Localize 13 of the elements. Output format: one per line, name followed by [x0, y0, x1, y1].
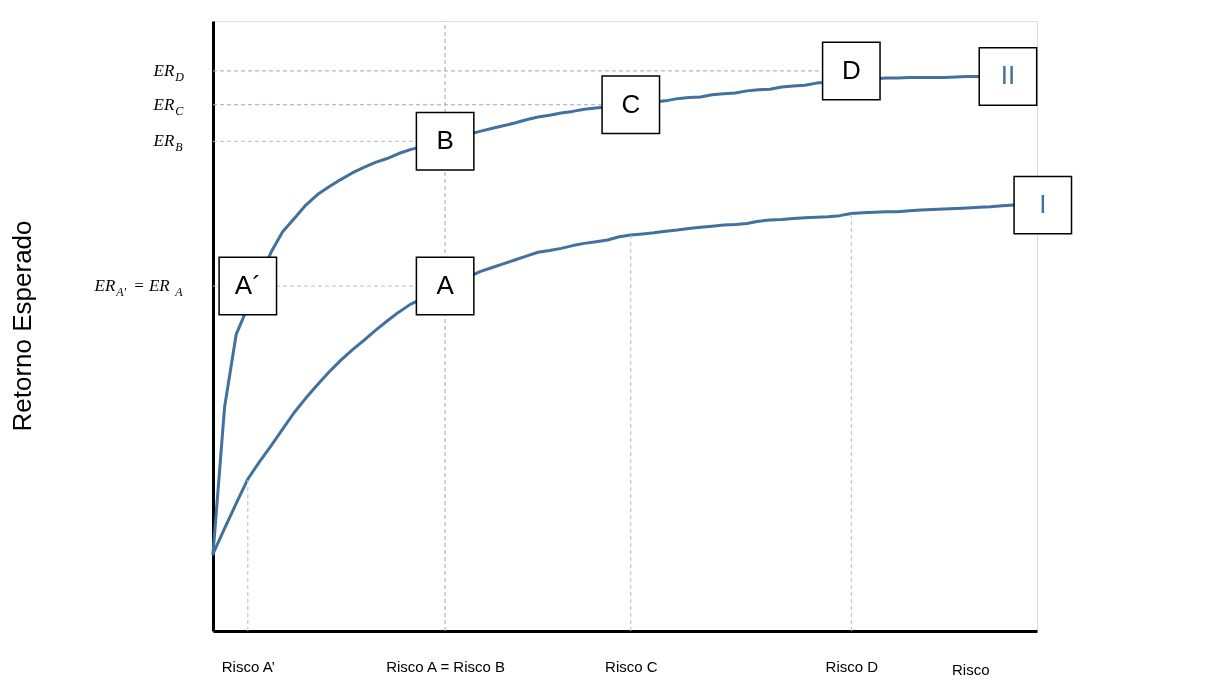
annotation: B: [436, 125, 454, 156]
series-label: II: [1000, 60, 1016, 91]
annotation: A´: [234, 270, 261, 301]
x-tick-label: Risco A’: [221, 657, 275, 675]
text: Retorno Esperado: [7, 220, 37, 432]
x-tick-label: Risco C: [605, 657, 658, 675]
x-tick-label: Risco D: [825, 657, 879, 675]
annotation: D: [841, 54, 861, 85]
annotation: A: [436, 270, 455, 301]
series-label: I: [1039, 189, 1047, 220]
x-axis-title: Risco: [952, 660, 990, 678]
annotation: C: [621, 88, 641, 119]
x-tick-label: Risco A = Risco B: [386, 657, 506, 675]
